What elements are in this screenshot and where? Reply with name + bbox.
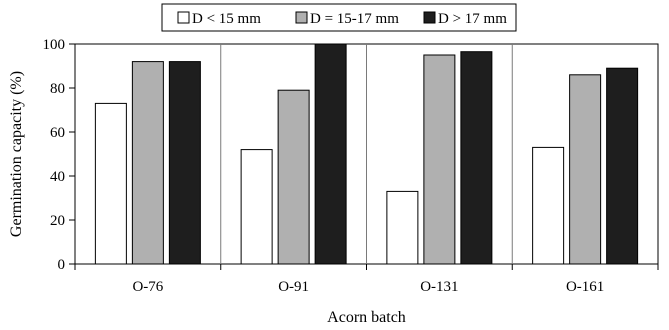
axes: O-76 O-91 O-131 O-161 0 20 40 60 80 100: [43, 37, 659, 295]
x-tick-label: O-161: [566, 279, 604, 295]
bar-o-131-series-2: [423, 54, 456, 265]
x-tick-label: O-91: [278, 279, 309, 295]
bar-o-91-series-1: [240, 149, 273, 265]
bar-o-131-series-1: [386, 190, 419, 265]
legend-swatch: [295, 11, 308, 24]
y-axis-title: Germination capacity (%): [8, 71, 25, 237]
legend-label: D < 15 mm: [192, 11, 261, 27]
legend-label: D = 15-17 mm: [310, 11, 399, 27]
y-tick-label: 80: [50, 81, 65, 97]
x-tick-label: O-131: [420, 279, 458, 295]
y-tick-label: 100: [43, 37, 66, 53]
bar-o-76-series-2: [131, 61, 164, 265]
y-tick-label: 20: [50, 213, 65, 229]
bar-o-76-series-1: [94, 102, 127, 265]
vertical-gridlines: [220, 44, 513, 264]
y-tick-label: 0: [58, 257, 66, 273]
x-axis-title: Acorn batch: [327, 309, 406, 326]
bar-o-91-series-3: [314, 43, 347, 265]
bar-o-91-series-2: [277, 89, 310, 265]
bars: [94, 43, 639, 265]
bar-o-161-series-3: [606, 67, 639, 265]
legend-swatch: [423, 11, 436, 24]
legend-box: [161, 3, 517, 32]
y-tick-label: 60: [50, 125, 65, 141]
bar-o-76-series-3: [168, 61, 201, 265]
legend-label: D > 17 mm: [438, 11, 507, 27]
x-tick-label: O-76: [132, 279, 163, 295]
bar-o-161-series-2: [569, 74, 602, 265]
bar-o-161-series-1: [532, 146, 565, 265]
bar-o-131-series-3: [460, 51, 493, 265]
legend: D < 15 mm D = 15-17 mm D > 17 mm: [161, 3, 517, 32]
legend-swatch: [177, 11, 190, 24]
y-tick-label: 40: [50, 169, 65, 185]
